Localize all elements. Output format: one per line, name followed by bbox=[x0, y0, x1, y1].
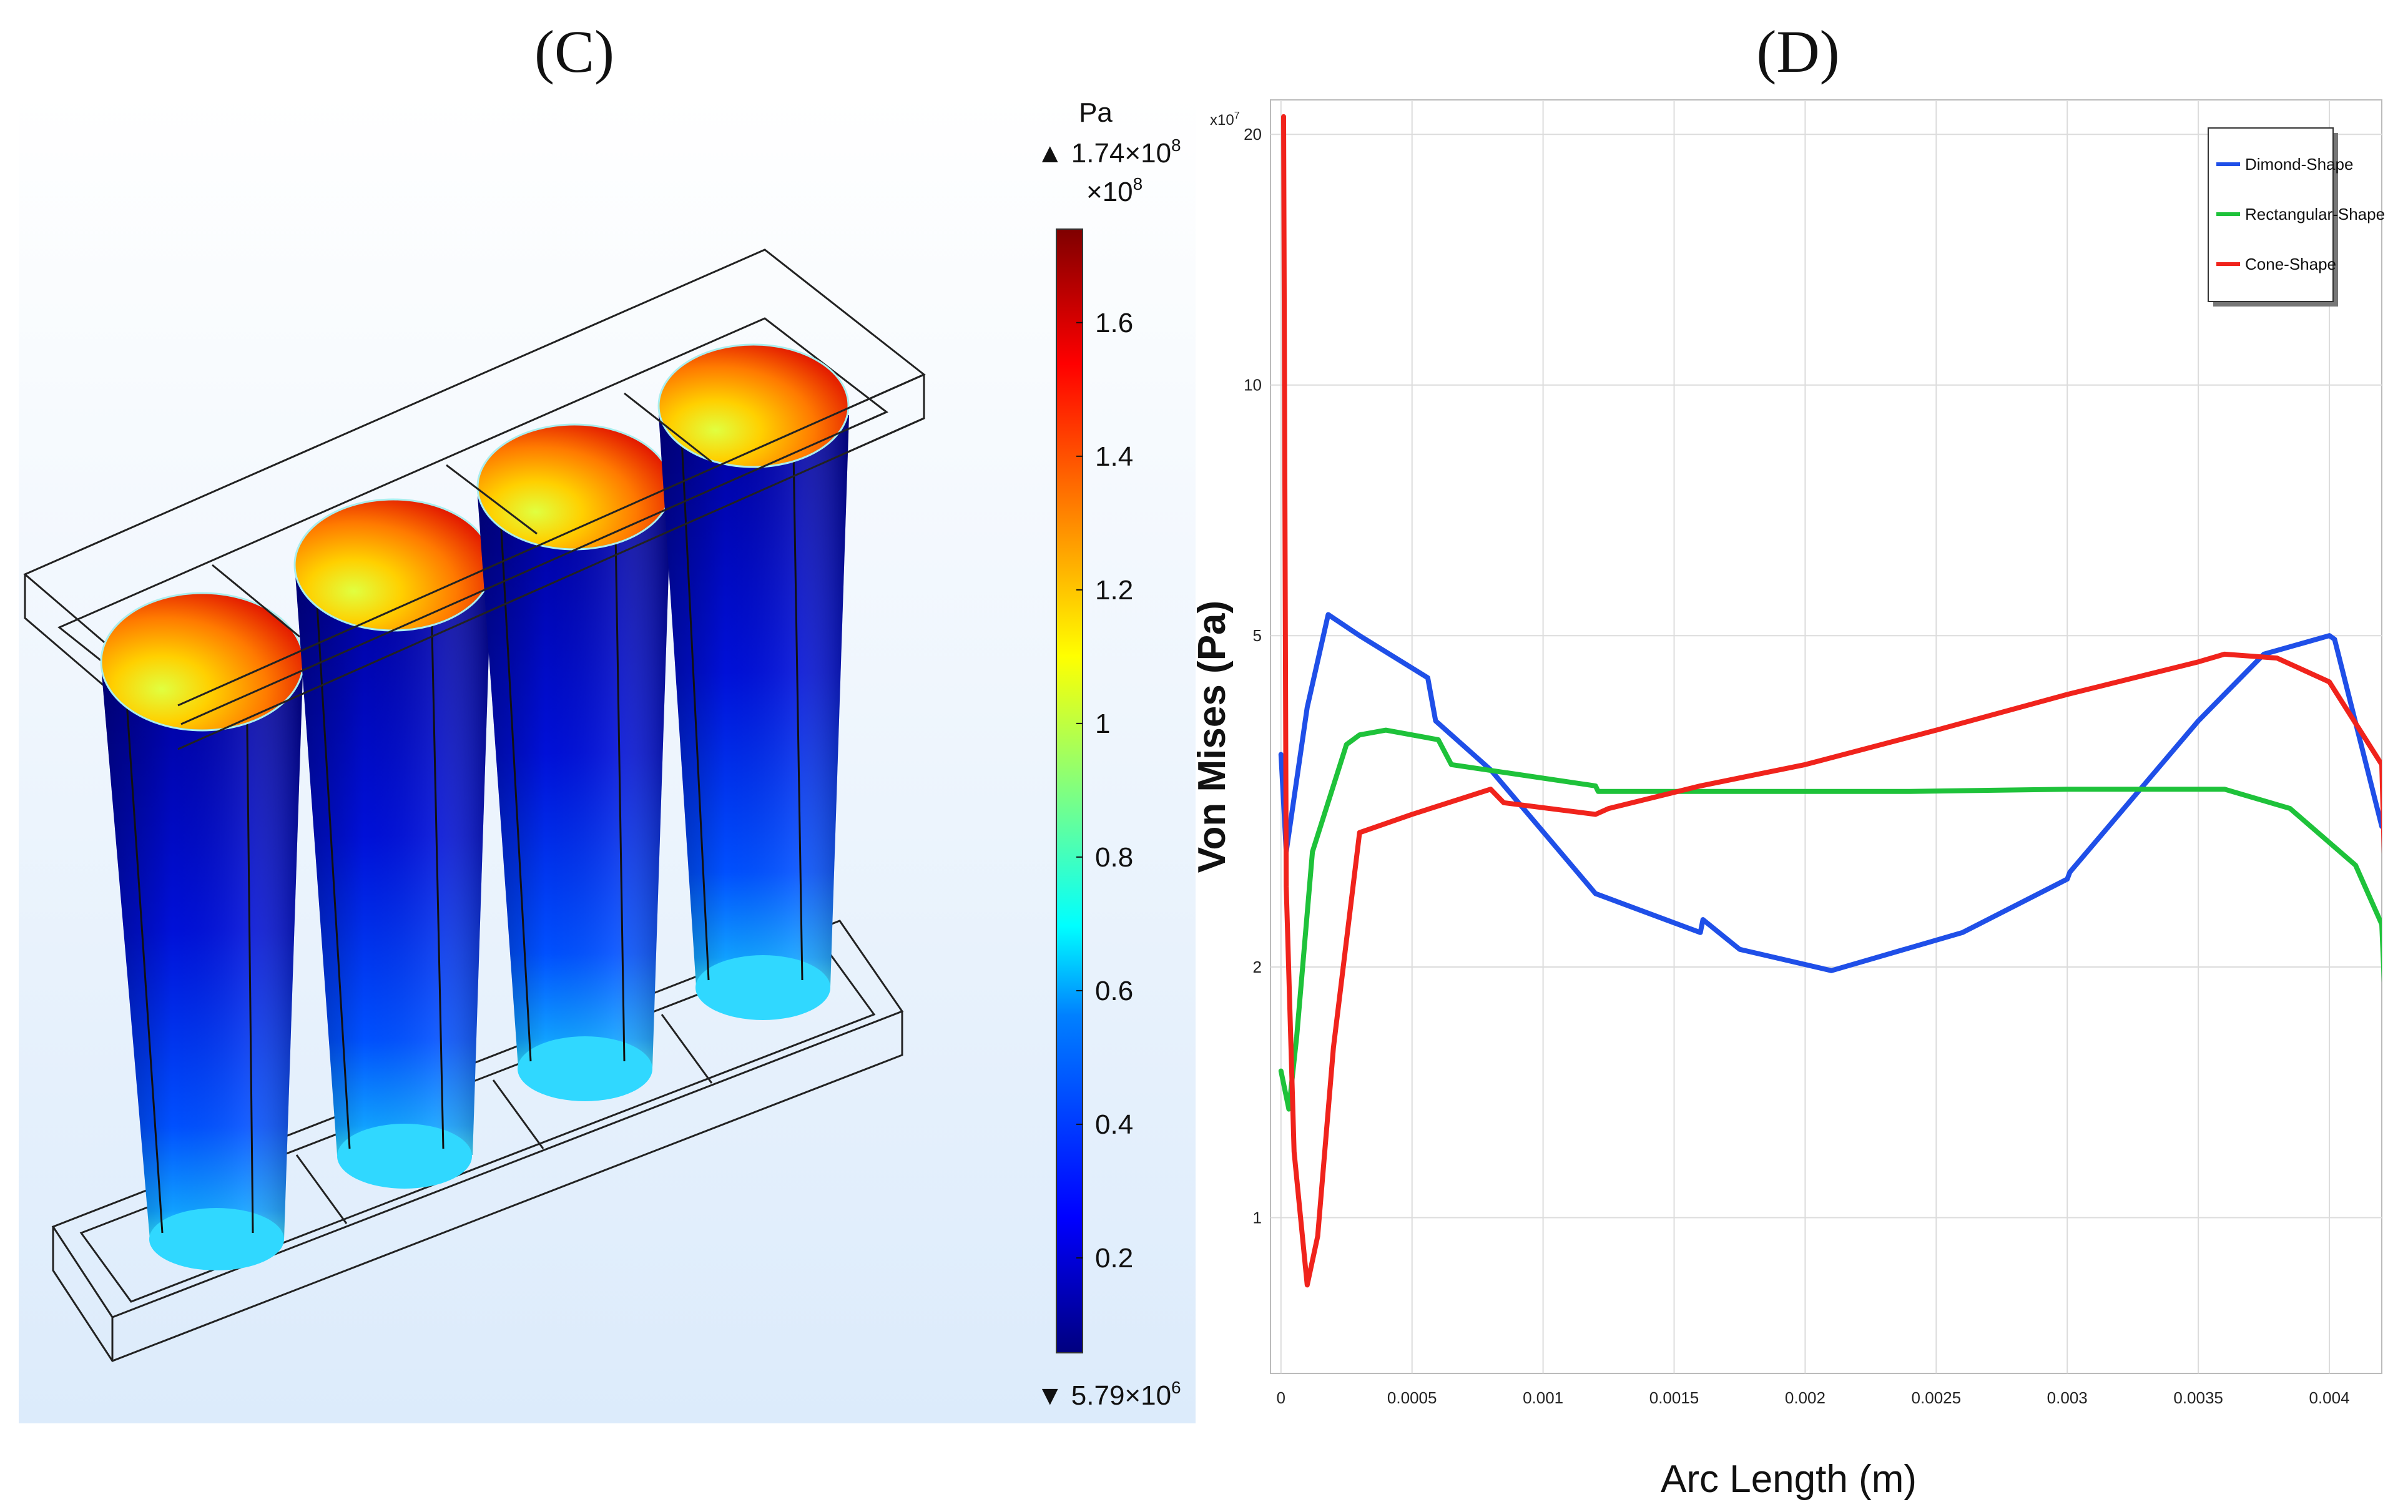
panel-d-label: (D) bbox=[1756, 18, 1839, 85]
series-line-cone-shape bbox=[1281, 114, 2382, 1288]
legend-items: Dimond-Shape Rectangular-Shape Cone-Shape bbox=[2216, 155, 2385, 273]
x-tick-label: 0.003 bbox=[2047, 1388, 2088, 1407]
colorbar-max-label: ▲ 1.74×108 bbox=[1036, 135, 1181, 169]
y-tick-label: 5 bbox=[1253, 626, 1262, 645]
colorbar-tick-label: 1.6 bbox=[1095, 308, 1133, 338]
legend: Dimond-Shape Rectangular-Shape Cone-Shape bbox=[2208, 127, 2385, 307]
series-layer bbox=[1278, 114, 2382, 1288]
series-line-dimond-shape bbox=[1278, 612, 2382, 973]
panel-d: (D) 0 0.0005 0.001 0.0015 0.002 0.0025 0.003 0.… bbox=[1191, 18, 2385, 1501]
colorbar-scale-label: ×108 bbox=[1086, 174, 1143, 207]
colorbar-tick-label: 1 bbox=[1095, 709, 1110, 739]
x-tick-label: 0.0015 bbox=[1649, 1388, 1699, 1407]
colorbar-tick-label: 0.2 bbox=[1095, 1243, 1133, 1274]
x-tick-label: 0.002 bbox=[1785, 1388, 1826, 1407]
y-tick-label: 20 bbox=[1244, 125, 1262, 144]
x-tick-label: 0.0025 bbox=[1912, 1388, 1962, 1407]
x-tick-label: 0 bbox=[1277, 1388, 1285, 1407]
colorbar-ticks: 0.2 0.4 0.6 0.8 1 1.2 1.4 1.6 bbox=[1076, 308, 1133, 1274]
x-tick-label: 0.0035 bbox=[2173, 1388, 2223, 1407]
post-3 bbox=[476, 423, 672, 1101]
colorbar-min-label: ▼ 5.79×106 bbox=[1036, 1378, 1181, 1411]
post-1 bbox=[100, 592, 305, 1270]
y-tick-label: 10 bbox=[1244, 376, 1262, 395]
top-plate-front bbox=[177, 373, 925, 750]
legend-entry: Rectangular-Shape bbox=[2245, 205, 2385, 223]
legend-entry: Cone-Shape bbox=[2245, 255, 2336, 273]
colorbar-gradient-bar bbox=[1056, 228, 1083, 1353]
y-scale-note: x107 bbox=[1210, 110, 1240, 129]
axes: 0 0.0005 0.001 0.0015 0.002 0.0025 0.003 0.0035… bbox=[1244, 125, 2349, 1407]
colorbar-unit: Pa bbox=[1079, 97, 1113, 128]
x-tick-label: 0.001 bbox=[1523, 1388, 1563, 1407]
post-4 bbox=[657, 343, 850, 1020]
colorbar-tick-label: 1.4 bbox=[1095, 441, 1133, 472]
legend-entry: Dimond-Shape bbox=[2245, 155, 2353, 174]
colorbar-tick-label: 0.8 bbox=[1095, 842, 1133, 873]
colorbar-tick-label: 0.4 bbox=[1095, 1109, 1133, 1140]
panel-c-label: (C) bbox=[534, 18, 614, 85]
y-axis-label: Von Mises (Pa) bbox=[1191, 601, 1234, 873]
y-tick-label: 1 bbox=[1253, 1208, 1262, 1227]
x-tick-label: 0.0005 bbox=[1387, 1388, 1437, 1407]
legend-box bbox=[2208, 127, 2334, 302]
x-tick-label: 0.004 bbox=[2309, 1388, 2349, 1407]
post-2 bbox=[293, 498, 493, 1189]
panel-c: (C) bbox=[19, 18, 1196, 1423]
series-line-rectangular-shape bbox=[1278, 727, 2382, 1112]
stress-surface-plot bbox=[23, 248, 926, 1362]
colorbar: Pa ▲ 1.74×108 ×108 0.2 0.4 0.6 0.8 1 1.2 1.4 1.… bbox=[1036, 97, 1181, 1411]
x-axis-label: Arc Length (m) bbox=[1661, 1458, 1917, 1501]
colorbar-tick-label: 1.2 bbox=[1095, 575, 1133, 606]
colorbar-tick-label: 0.6 bbox=[1095, 976, 1133, 1006]
y-tick-label: 2 bbox=[1253, 958, 1262, 976]
